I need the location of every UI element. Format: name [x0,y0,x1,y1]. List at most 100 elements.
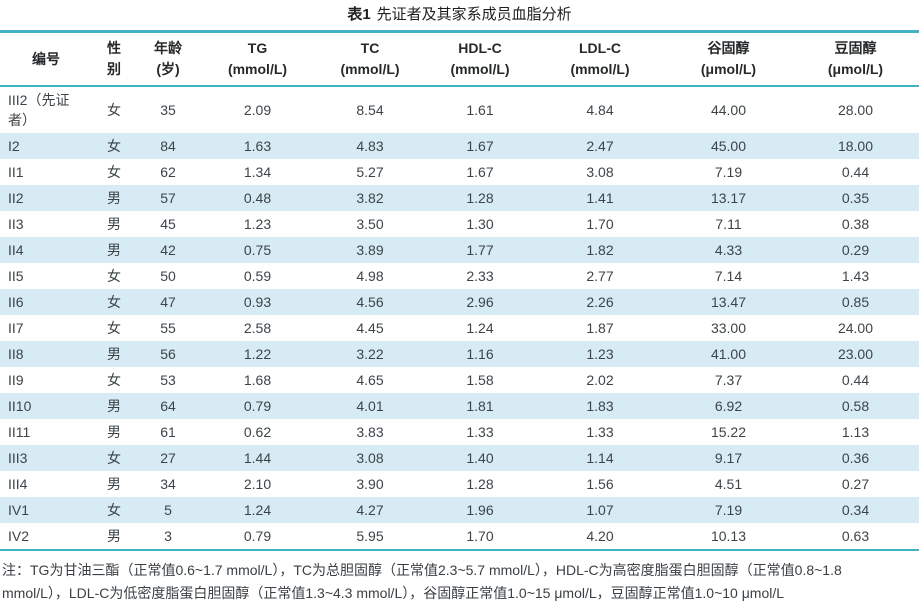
cell-sitosterol: 7.19 [714,164,743,180]
cell-sitosterol: 45.00 [710,138,747,154]
cell-tc: 3.89 [356,242,384,258]
cell-tc: 3.08 [356,450,384,466]
cell-tg: 1.44 [243,450,272,466]
cell-age: 56 [160,346,176,362]
cell-campesterol: 18.00 [837,138,874,154]
header-cell-hdlc: HDL-C (mmol/L) [450,40,510,77]
cell-hdlc: 1.96 [466,502,494,518]
cell-sex: 男 [107,398,121,414]
table-title-text: 先证者及其家系成员血脂分析 [376,6,572,23]
cell-tc: 4.83 [356,138,384,154]
cell-tc: 3.50 [356,216,384,232]
header-cell-tc: TC (mmol/L) [340,40,400,77]
table-row: II7 女 55 2.58 4.45 1.24 1.87 33.00 24.00 [0,315,919,341]
cell-ldlc: 4.20 [586,528,614,544]
table-row: II6 女 47 0.93 4.56 2.96 2.26 13.47 0.85 [0,289,919,315]
cell-hdlc: 1.77 [466,242,494,258]
cell-age: 5 [164,502,172,518]
cell-sex: 男 [107,424,121,440]
cell-tc: 5.95 [356,528,384,544]
cell-campesterol: 0.63 [841,528,870,544]
cell-id: II8 [8,346,24,362]
cell-tc: 4.01 [356,398,384,414]
cell-campesterol: 0.29 [841,242,870,258]
cell-age: 61 [160,424,176,440]
cell-hdlc: 1.67 [466,138,494,154]
cell-hdlc: 1.40 [466,450,494,466]
cell-hdlc: 2.96 [466,294,494,310]
cell-hdlc: 2.33 [466,268,494,284]
cell-tc: 4.45 [356,320,384,336]
cell-age: 53 [160,372,176,388]
cell-id: III4 [8,476,28,492]
cell-ldlc: 4.84 [586,102,614,118]
cell-tc: 5.27 [356,164,384,180]
cell-sitosterol: 9.17 [714,450,743,466]
header-cell-tg: TG (mmol/L) [227,40,288,77]
header-row: 编号 性别 年龄 (岁) TG (mmol/L) TC (mmol/L) HDL-C (mmol/… [0,32,919,86]
table-row: II11 男 61 0.62 3.83 1.33 1.33 15.22 1.13 [0,419,919,445]
cell-tc: 4.27 [356,502,384,518]
cell-sex: 女 [107,138,121,154]
cell-ldlc: 1.56 [586,476,614,492]
cell-id: III3 [8,450,28,466]
cell-ldlc: 1.07 [586,502,614,518]
cell-tg: 2.58 [243,320,272,336]
table-row: II8 男 56 1.22 3.22 1.16 1.23 41.00 23.00 [0,341,919,367]
table-row: III2（先证者） 女 35 2.09 8.54 1.61 4.84 44.00 28.00 [0,86,919,133]
cell-ldlc: 1.14 [586,450,614,466]
cell-hdlc: 1.61 [466,102,494,118]
table-row: II2 男 57 0.48 3.82 1.28 1.41 13.17 0.35 [0,185,919,211]
cell-age: 47 [160,294,176,310]
cell-age: 64 [160,398,176,414]
cell-hdlc: 1.28 [466,190,494,206]
cell-tc: 3.22 [356,346,384,362]
cell-campesterol: 28.00 [837,102,874,118]
cell-tc: 3.82 [356,190,384,206]
cell-age: 57 [160,190,176,206]
header-cell-id: 编号 [32,50,60,67]
cell-sex: 男 [107,242,121,258]
cell-sex: 男 [107,346,121,362]
cell-sitosterol: 4.51 [714,476,743,492]
table-row: IV1 女 5 1.24 4.27 1.96 1.07 7.19 0.34 [0,497,919,523]
cell-ldlc: 1.23 [586,346,614,362]
cell-hdlc: 1.30 [466,216,494,232]
cell-campesterol: 1.43 [841,268,870,284]
cell-campesterol: 0.34 [841,502,870,518]
cell-sitosterol: 7.11 [715,216,742,232]
cell-id: I2 [8,138,20,154]
table-row: II9 女 53 1.68 4.65 1.58 2.02 7.37 0.44 [0,367,919,393]
cell-id: II3 [8,216,24,232]
table-body: III2（先证者）女 35 2.09 8.54 1.61 4.84 44.00 28.00 I2… [0,86,919,550]
header-cell-ldlc: LDL-C (mmol/L) [570,40,630,77]
cell-id: III2（先证者） [8,92,70,128]
cell-sex: 男 [107,190,121,206]
table-row: III3 女 27 1.44 3.08 1.40 1.14 9.17 0.36 [0,445,919,471]
cell-sitosterol: 7.37 [714,372,743,388]
cell-id: IV1 [8,502,30,518]
cell-campesterol: 0.36 [841,450,870,466]
header-cell-age: 年龄 (岁) [154,40,182,77]
cell-ldlc: 3.08 [586,164,614,180]
cell-ldlc: 2.77 [586,268,614,284]
cell-tg: 0.75 [243,242,272,258]
cell-id: II5 [8,268,24,284]
cell-tc: 4.65 [356,372,384,388]
cell-ldlc: 2.47 [586,138,614,154]
cell-age: 62 [160,164,176,180]
cell-hdlc: 1.70 [466,528,494,544]
cell-id: II7 [8,320,24,336]
cell-campesterol: 0.85 [841,294,870,310]
cell-tc: 4.56 [356,294,384,310]
header-cell-campesterol: 豆固醇 (μmol/L) [827,40,884,77]
cell-age: 50 [160,268,176,284]
cell-sex: 男 [107,476,121,492]
table-row: II10 男 64 0.79 4.01 1.81 1.83 6.92 0.58 [0,393,919,419]
cell-sex: 女 [107,102,121,118]
cell-age: 27 [160,450,176,466]
cell-ldlc: 1.87 [586,320,614,336]
header-cell-sex: 性别 [107,40,121,77]
cell-id: II4 [8,242,24,258]
